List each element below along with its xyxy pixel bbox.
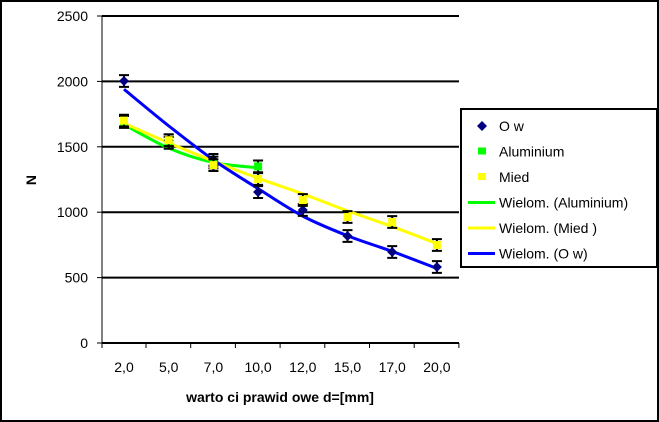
data-point	[342, 231, 353, 242]
data-point	[119, 76, 129, 87]
trendline-wielom-aluminium-	[123, 123, 259, 170]
x-axis-title: warto ci prawid owe d=[mm]	[185, 389, 374, 405]
y-tick-label: 2000	[57, 73, 88, 89]
data-point	[120, 116, 128, 125]
x-tick-label: 10,0	[244, 359, 271, 375]
y-tick-label: 0	[80, 335, 88, 351]
x-tick-label: 5,0	[159, 359, 179, 375]
y-tick-label: 500	[65, 270, 89, 286]
data-point	[387, 246, 398, 257]
data-point	[253, 187, 264, 198]
legend-swatch	[478, 147, 486, 155]
legend-box	[460, 108, 657, 268]
legend-label: Mied	[499, 169, 529, 185]
data-point	[254, 162, 263, 171]
data-point	[388, 218, 397, 227]
data-point	[254, 174, 263, 183]
data-point	[432, 241, 441, 250]
data-point	[431, 262, 442, 273]
legend-label: Wielom. (O w)	[499, 246, 588, 262]
legend-swatch	[478, 173, 486, 180]
legend-label: O w	[499, 118, 525, 134]
data-point	[298, 196, 307, 205]
data-point	[209, 161, 218, 170]
legend-label: Wielom. (Aluminium)	[499, 195, 628, 211]
data-point	[343, 213, 352, 222]
legend-label: Aluminium	[499, 144, 564, 160]
y-tick-label: 2500	[57, 8, 88, 24]
y-tick-label: 1500	[57, 139, 88, 155]
legend-swatch	[477, 121, 487, 131]
legend: O w Aluminium Mied Wielom. (Aluminium) Wiel…	[460, 108, 657, 268]
x-tick-label: 17,0	[379, 359, 406, 375]
legend-label: Wielom. (Mied )	[499, 220, 597, 236]
x-tick-label: 20,0	[423, 359, 450, 375]
x-tick-label: 15,0	[334, 359, 361, 375]
x-tick-label: 12,0	[289, 359, 316, 375]
y-tick-label: 1000	[57, 204, 88, 220]
x-tick-label: 2,0	[114, 359, 134, 375]
data-point	[297, 204, 308, 215]
data-point	[164, 136, 173, 145]
x-tick-label: 7,0	[204, 359, 224, 375]
y-axis-title: N	[23, 175, 39, 185]
trendline-wielom-o-w-	[123, 88, 438, 270]
